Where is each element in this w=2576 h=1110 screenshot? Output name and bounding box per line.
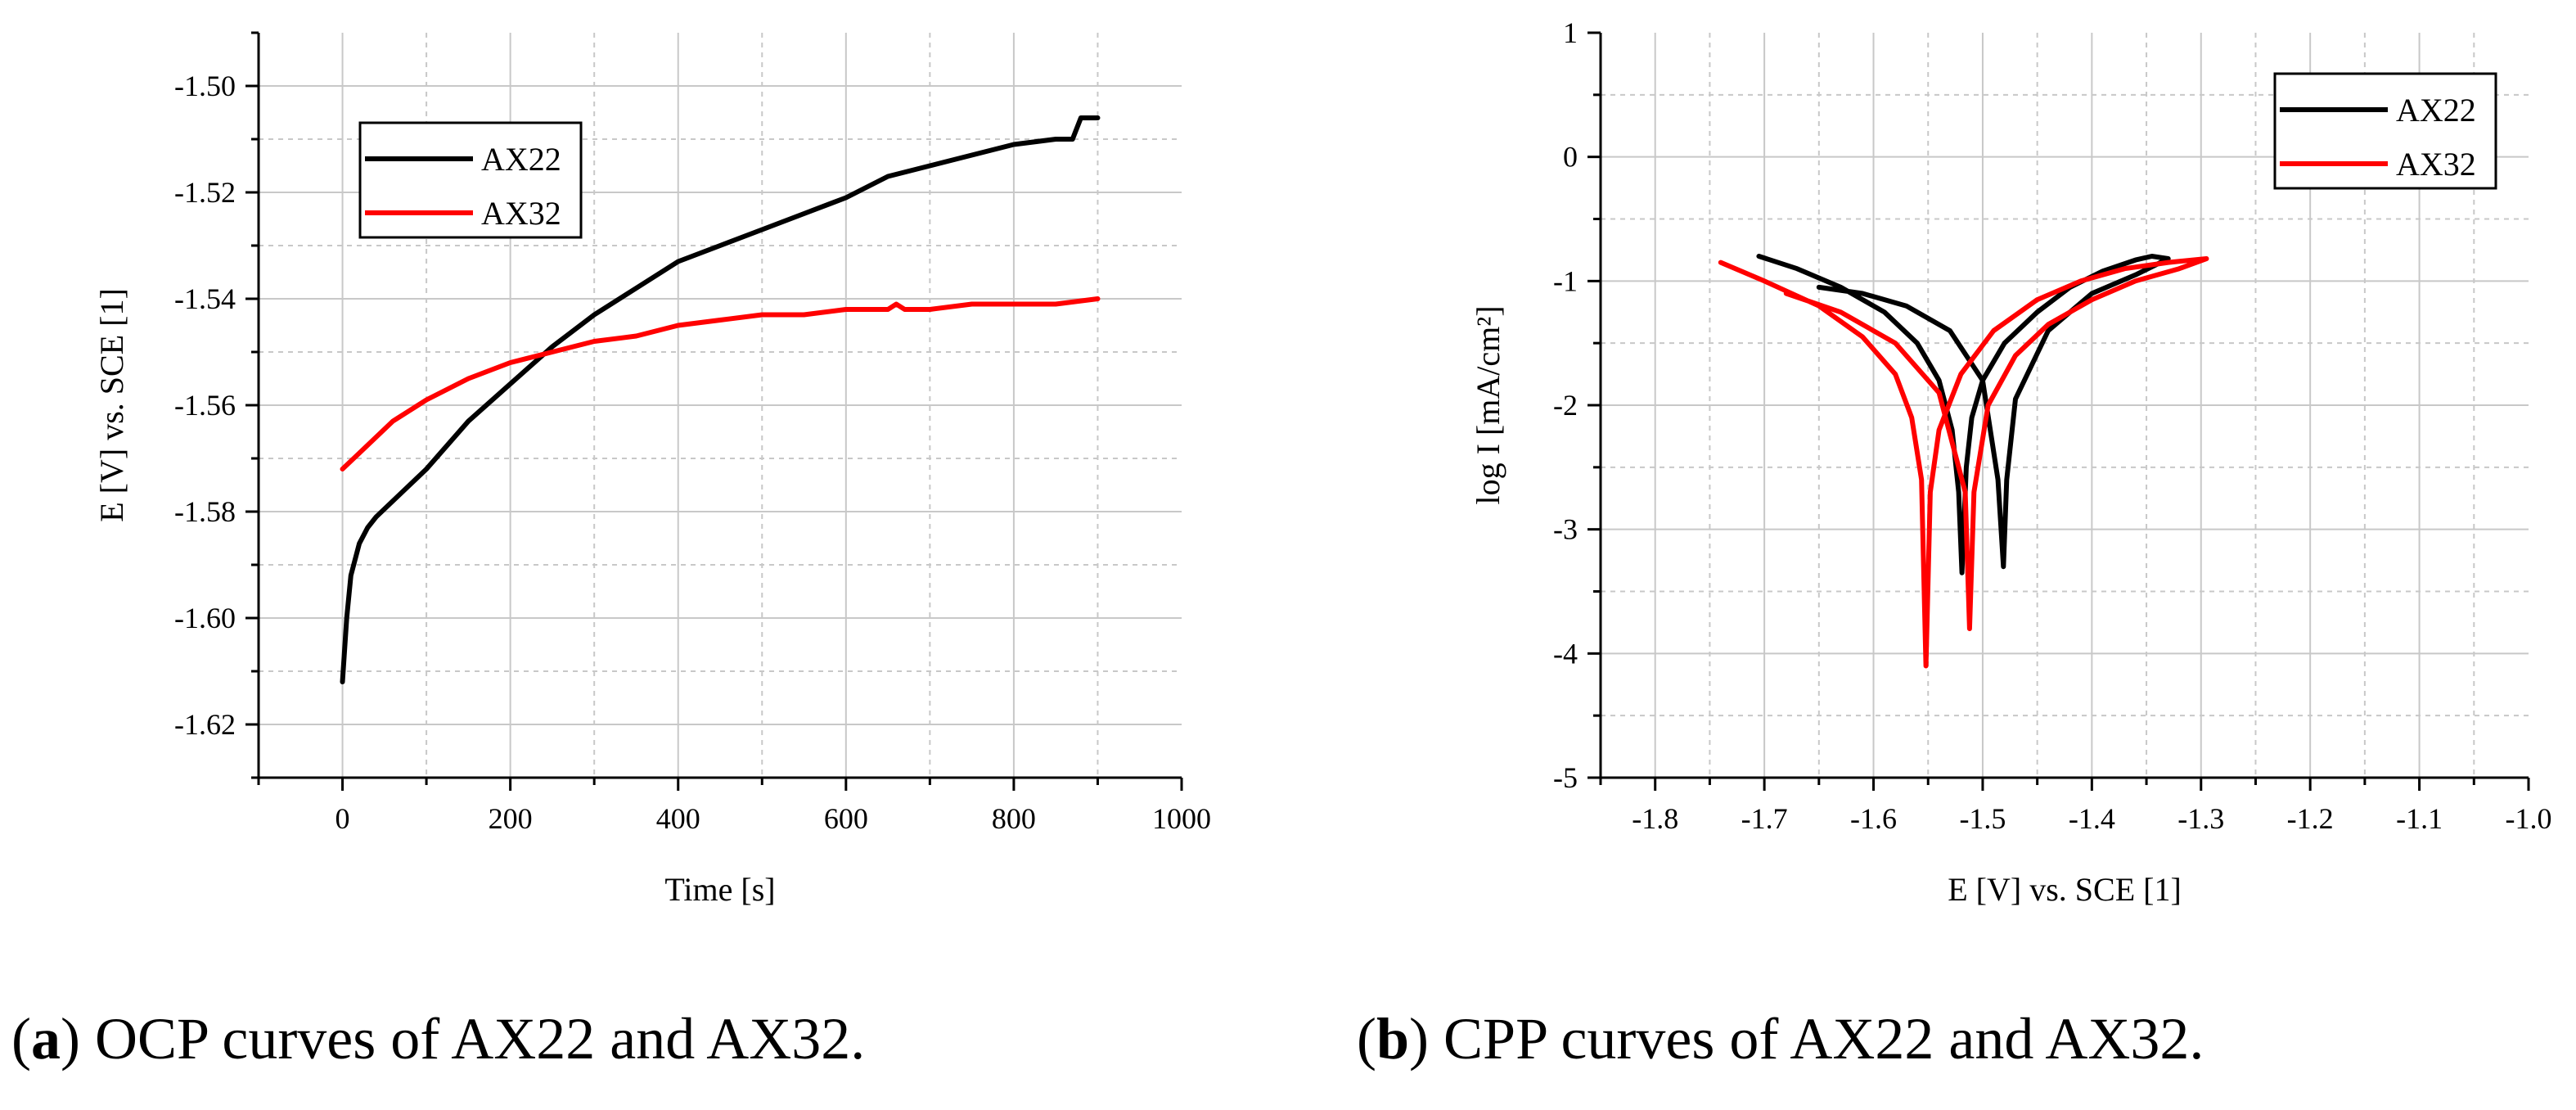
c0-x-tick-label: 800 <box>992 802 1036 835</box>
c1-legend-label-ax22: AX22 <box>2396 92 2476 129</box>
c0-x-tick-label: 400 <box>656 802 700 835</box>
c1-y-tick-label: -5 <box>1553 761 1578 794</box>
c0-y-tick-label: -1.56 <box>174 389 236 422</box>
c1-x-tick-label: -1.2 <box>2287 802 2334 835</box>
c0-y-tick-label: -1.54 <box>174 282 236 315</box>
c1-x-tick-label: -1.0 <box>2506 802 2552 835</box>
c0-y-tick-label: -1.62 <box>174 708 236 741</box>
c1-x-tick-label: -1.7 <box>1741 802 1788 835</box>
caption-a: (a) OCP curves of AX22 and AX32. <box>11 1006 866 1072</box>
caption-a-text: OCP curves of AX22 and AX32. <box>94 1006 866 1072</box>
caption-b-text: CPP curves of AX22 and AX32. <box>1443 1006 2204 1072</box>
c1-y-tick-label: 1 <box>1563 16 1578 49</box>
c0-x-axis-label: Time [s] <box>664 871 775 908</box>
c1-y-tick-label: 0 <box>1563 141 1578 174</box>
caption-a-letter: a <box>30 1006 61 1072</box>
c1-x-axis-label: E [V] vs. SCE [1] <box>1948 871 2182 908</box>
c0-y-tick-label: -1.52 <box>174 176 236 209</box>
c0-series-ax22-line <box>340 115 1101 684</box>
c1-x-tick-label: -1.1 <box>2396 802 2443 835</box>
caption-b-letter: b <box>1376 1006 1410 1072</box>
chart-ocp: 0 200 400 600 800 1000 -1.62 -1.60 -1.58 -1.56 -1.… <box>93 31 1211 908</box>
c1-y-tick-label: -3 <box>1553 513 1578 546</box>
c0-x-tick-label: 1000 <box>1152 802 1211 835</box>
c1-x-tick-label: -1.8 <box>1632 802 1678 835</box>
c1-series-ax22-line <box>1756 254 2171 575</box>
c0-series-ax32-line <box>340 296 1101 472</box>
c1-y-tick-label: -1 <box>1553 264 1578 297</box>
c0-y-tick-label: -1.60 <box>174 602 236 634</box>
c0-x-tick-label: 600 <box>824 802 868 835</box>
c0-y-tick-label: -1.50 <box>174 70 236 102</box>
c1-legend-label-ax32: AX32 <box>2396 146 2476 183</box>
c0-legend-box <box>358 121 583 239</box>
c0-x-tick-label: 200 <box>489 802 533 835</box>
c1-y-axis-label: log I [mA/cm²] <box>1470 305 1506 504</box>
c1-x-tick-label: -1.3 <box>2177 802 2224 835</box>
c0-legend-label-ax22: AX22 <box>481 141 561 178</box>
c0-x-tick-label: 0 <box>336 802 350 835</box>
c0-legend-label-ax32: AX32 <box>481 195 561 232</box>
c0-y-tick-label: -1.58 <box>174 495 236 528</box>
c1-y-tick-label: -4 <box>1553 637 1578 670</box>
c1-x-tick-label: -1.6 <box>1850 802 1897 835</box>
c1-x-tick-label: -1.4 <box>2069 802 2115 835</box>
c1-x-tick-label: -1.5 <box>1959 802 2006 835</box>
c1-legend-box <box>2273 72 2497 190</box>
c0-y-axis-label: E [V] vs. SCE [1] <box>93 288 130 522</box>
c1-series-ax32-line <box>1718 256 2209 669</box>
chart-cpp: -1.8 -1.7 -1.6 -1.5 -1.4 -1.3 -1.2 -1.1 -1.0 -5 -4… <box>1470 16 2552 908</box>
c1-y-tick-label: -2 <box>1553 389 1578 422</box>
caption-b: (b) CPP curves of AX22 and AX32. <box>1357 1006 2204 1072</box>
